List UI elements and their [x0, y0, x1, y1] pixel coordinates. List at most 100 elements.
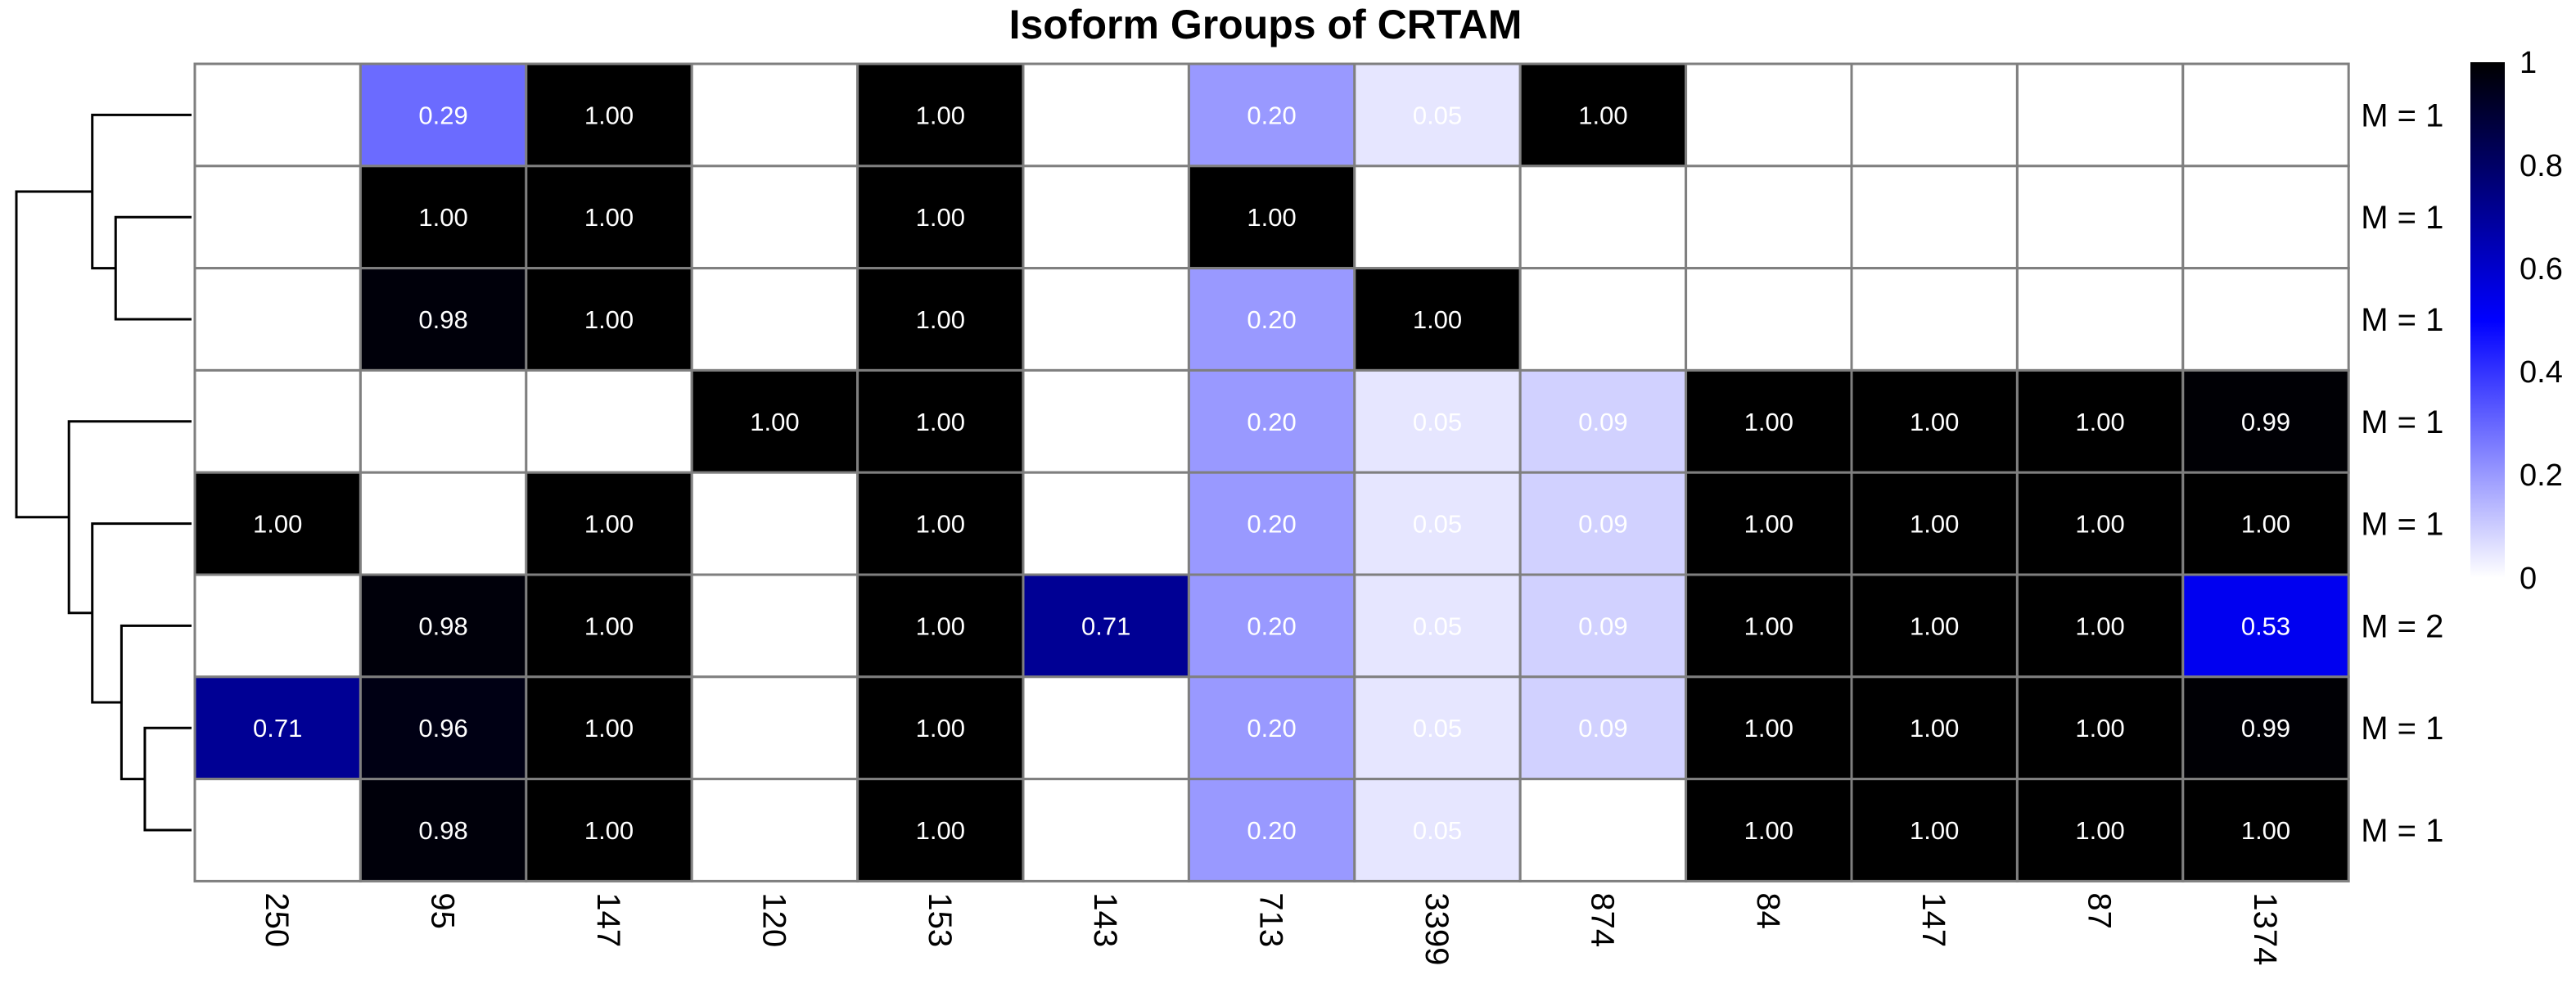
cell-value-label: 1.00	[916, 203, 965, 232]
heatmap-cell	[2181, 778, 2350, 882]
cell-value-label: 0.99	[2241, 408, 2290, 436]
heatmap-cell	[1353, 165, 1522, 270]
cell-value-label: 1.00	[750, 408, 799, 436]
row-label: M = 1	[2361, 200, 2443, 236]
column-label: 147	[590, 892, 626, 947]
column-label: 87	[2082, 892, 2118, 929]
cell-value-label: 1.00	[1744, 816, 1793, 845]
heatmap-cell	[1022, 778, 1190, 882]
heatmap-cell	[1187, 778, 1356, 882]
dendrogram-branch	[67, 420, 192, 615]
cell-value-label: 0.09	[1578, 714, 1627, 742]
heatmap-cell	[1022, 368, 1190, 474]
column-label: 3399	[1419, 892, 1455, 965]
cell-value-label: 1.00	[584, 305, 634, 334]
cell-value-label: 1.00	[1910, 816, 1959, 845]
cell-value-label: 1.00	[916, 101, 965, 129]
cell-value-label: 1.00	[2075, 714, 2124, 742]
heatmap-cell	[359, 62, 528, 168]
cell-value-label: 1.00	[1910, 408, 1959, 436]
column-label: 147	[1915, 892, 1951, 947]
column-label: 874	[1584, 892, 1620, 947]
heatmap-cell	[2015, 368, 2185, 474]
heatmap-cell	[1685, 267, 1853, 372]
cell-value-label: 0.20	[1247, 612, 1296, 640]
cell-value-label: 0.71	[253, 714, 302, 742]
heatmap-cell	[2015, 62, 2185, 168]
heatmap-cell	[690, 778, 859, 882]
heatmap-cell	[690, 368, 859, 474]
heatmap-cell	[856, 675, 1025, 781]
heatmap-cell	[359, 471, 528, 576]
heatmap-cell	[525, 62, 693, 168]
heatmap-cell	[2181, 573, 2350, 679]
cell-value-label: 0.09	[1578, 408, 1627, 436]
dendrogram-branch	[91, 522, 192, 704]
heatmap-cell	[2015, 675, 2185, 781]
cell-value-label: 1.00	[2075, 408, 2124, 436]
row-label: M = 1	[2361, 97, 2443, 133]
heatmap-cell	[1353, 573, 1522, 679]
legend-color-bar	[2470, 62, 2505, 578]
heatmap-cell	[1685, 573, 1853, 679]
column-label: 95	[425, 892, 461, 929]
heatmap-cell	[193, 778, 362, 882]
heatmap-cell	[1187, 165, 1356, 270]
heatmap-cell	[2015, 165, 2185, 270]
heatmap-cell	[690, 573, 859, 679]
heatmap-cell	[690, 471, 859, 576]
row-label: M = 1	[2361, 507, 2443, 543]
heatmap-cell	[1685, 471, 1853, 576]
cell-value-label: 1.00	[1744, 408, 1793, 436]
heatmap-cell	[1353, 471, 1522, 576]
heatmap-cell	[856, 573, 1025, 679]
row-labels: M = 1 M = 1 M = 1 M = 1 M = 1 M = 2 M = 1 M = 1	[2361, 97, 2443, 849]
heatmap-cell	[690, 267, 859, 372]
heatmap-cell	[856, 471, 1025, 576]
heatmap-cell	[2181, 675, 2350, 781]
cell-value-label: 0.98	[418, 816, 467, 845]
cell-value-label: 1.00	[2241, 510, 2290, 539]
row-label: M = 2	[2361, 608, 2443, 644]
heatmap-cell	[1187, 573, 1356, 679]
cell-value-label: 1.00	[1910, 510, 1959, 539]
heatmap-cell	[1685, 368, 1853, 474]
cell-value-label: 0.09	[1578, 510, 1627, 539]
cell-value-label: 1.00	[916, 612, 965, 640]
heatmap-cell	[1518, 267, 1688, 372]
color-legend: 0 0.2 0.4 0.6 0.8 1	[2470, 46, 2563, 596]
heatmap-cell	[1850, 267, 2019, 372]
row-label: M = 1	[2361, 813, 2443, 849]
cell-value-label: 0.71	[1081, 612, 1130, 640]
cell-value-label: 0.09	[1578, 612, 1627, 640]
heatmap-cell	[193, 675, 362, 781]
legend-tick-label: 0.8	[2520, 149, 2563, 183]
column-label: 713	[1253, 892, 1289, 947]
cell-value-label: 1.00	[418, 203, 467, 232]
cell-value-label: 1.00	[584, 714, 634, 742]
column-label: 250	[259, 892, 295, 947]
column-labels: 250 95 147 120 153 143 713 3399 874 84 147 87 1374	[259, 892, 2283, 965]
cell-value-label: 1.00	[916, 305, 965, 334]
row-label: M = 1	[2361, 404, 2443, 440]
legend-tick-label: 0.6	[2520, 252, 2563, 287]
cell-value-label: 1.00	[2075, 612, 2124, 640]
heatmap-cell	[1518, 62, 1688, 168]
legend-tick-label: 0	[2520, 562, 2537, 596]
column-label: 143	[1087, 892, 1123, 947]
heatmap-cell	[1685, 778, 1853, 882]
heatmap-cell	[1518, 165, 1688, 270]
heatmap-cells: 0.29 1.00 1.00 0.20 0.05 1.00 1.00 1.00 1.00 1.00…	[193, 62, 2350, 882]
heatmap-cell	[1518, 778, 1688, 882]
heatmap-cell	[856, 368, 1025, 474]
cell-value-label: 0.29	[418, 101, 467, 129]
heatmap-cell	[1187, 675, 1356, 781]
heatmap-cell	[359, 778, 528, 882]
heatmap-cell	[1022, 267, 1190, 372]
column-label: 1374	[2247, 892, 2283, 965]
heatmap-cell	[525, 368, 693, 474]
cell-value-label: 0.20	[1247, 408, 1296, 436]
heatmap-cell	[1685, 675, 1853, 781]
heatmap-cell	[525, 165, 693, 270]
